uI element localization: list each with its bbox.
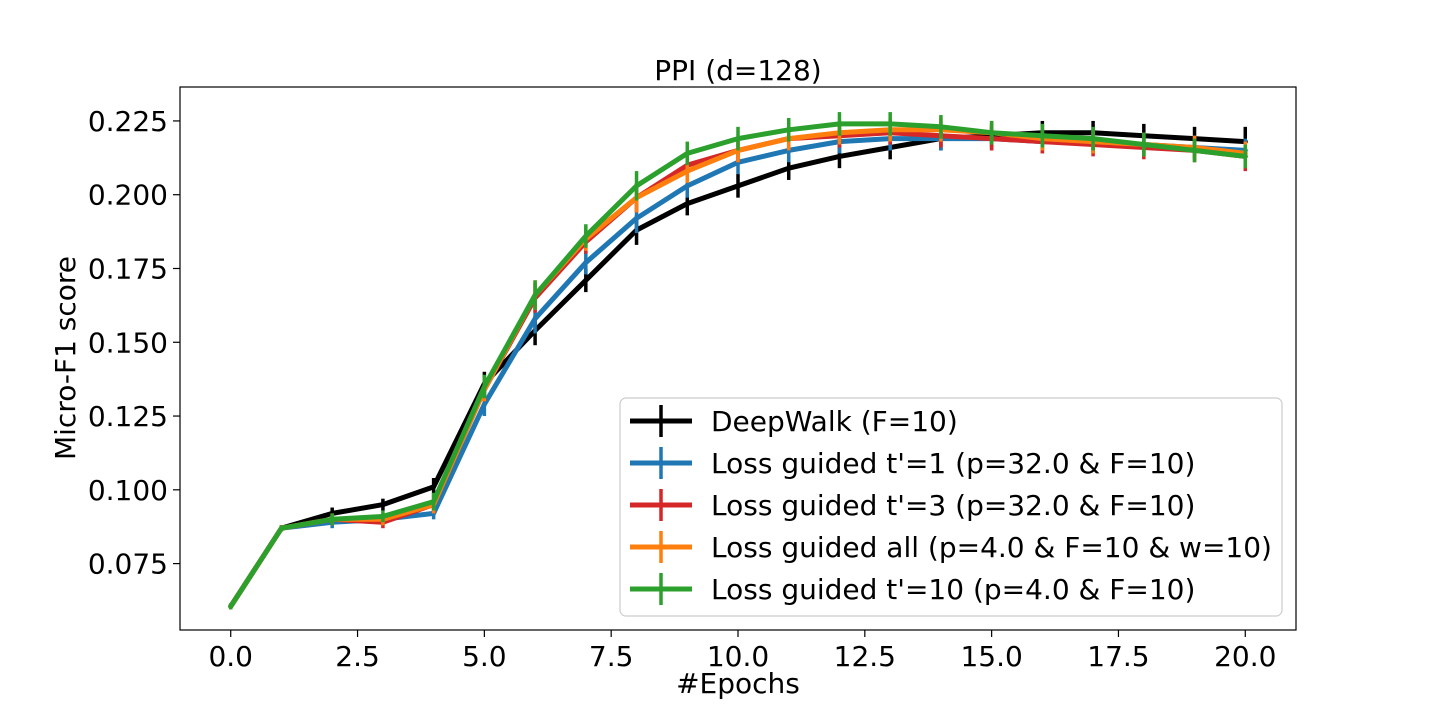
legend-label: Loss guided all (p=4.0 & F=10 & w=10)	[711, 531, 1272, 564]
y-axis: 0.075 0.100 0.125 0.150 0.175 0.200 0.225	[88, 105, 180, 581]
y-tick-label: 0.125	[88, 400, 168, 433]
legend-label: Loss guided t'=3 (p=32.0 & F=10)	[711, 489, 1195, 522]
y-tick-label: 0.150	[88, 326, 168, 359]
x-tick-label: 0.0	[208, 640, 253, 673]
x-tick-label: 7.5	[589, 640, 634, 673]
x-axis-title: #Epochs	[676, 667, 800, 700]
legend-label: DeepWalk (F=10)	[711, 405, 958, 438]
y-tick-label: 0.175	[88, 252, 168, 285]
chart-title: PPI (d=128)	[654, 54, 821, 87]
x-tick-label: 15.0	[960, 640, 1022, 673]
y-tick-label: 0.075	[88, 548, 168, 581]
x-tick-label: 5.0	[462, 640, 507, 673]
y-tick-label: 0.200	[88, 179, 168, 212]
x-tick-label: 20.0	[1214, 640, 1276, 673]
x-axis: 0.0 2.5 5.0 7.5 10.0 12.5 15.0 17.5 20.0	[208, 630, 1276, 673]
legend-item: DeepWalk (F=10)	[630, 405, 958, 438]
legend-label: Loss guided t'=10 (p=4.0 & F=10)	[711, 573, 1195, 606]
x-tick-label: 2.5	[335, 640, 380, 673]
legend-item: Loss guided t'=3 (p=32.0 & F=10)	[630, 489, 1195, 522]
legend-box	[619, 397, 1283, 617]
legend-label: Loss guided t'=1 (p=32.0 & F=10)	[711, 447, 1195, 480]
series-layer	[228, 112, 1248, 610]
x-tick-label: 10.0	[707, 640, 769, 673]
legend-item: Loss guided t'=1 (p=32.0 & F=10)	[630, 447, 1195, 480]
series-4	[228, 112, 1248, 610]
legend-item: Loss guided all (p=4.0 & F=10 & w=10)	[630, 531, 1272, 564]
x-tick-label: 12.5	[834, 640, 896, 673]
y-tick-label: 0.100	[88, 474, 168, 507]
x-tick-label: 17.5	[1087, 640, 1149, 673]
y-axis-title: Micro-F1 score	[49, 256, 82, 460]
y-tick-label: 0.225	[88, 105, 168, 138]
legend: DeepWalk (F=10) Loss guided t'=1 (p=32.0 …	[619, 397, 1283, 617]
legend-item: Loss guided t'=10 (p=4.0 & F=10)	[630, 573, 1195, 606]
